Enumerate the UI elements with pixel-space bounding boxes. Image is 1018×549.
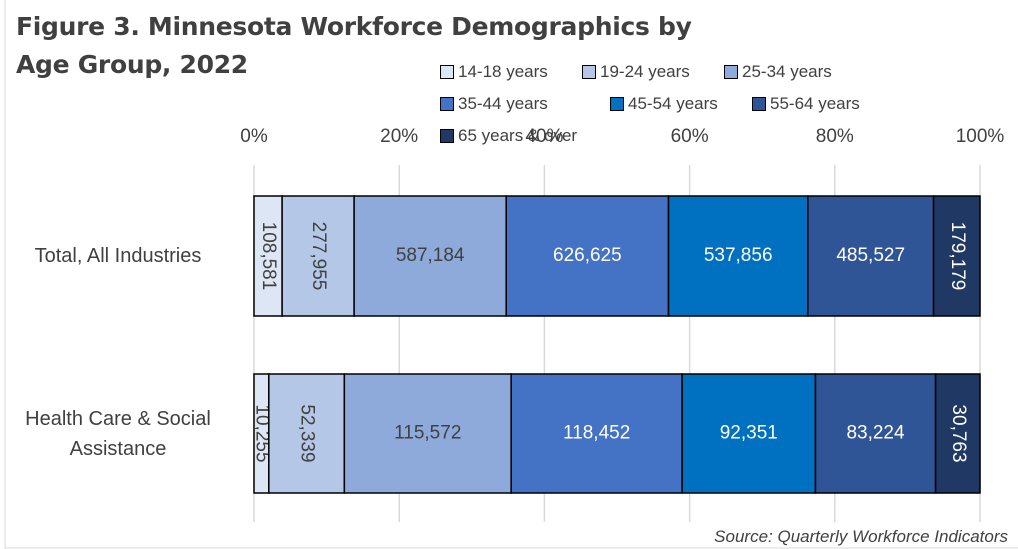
legend-label: 25-34 years (742, 62, 832, 81)
bar-segment (667, 195, 809, 317)
legend-swatch (440, 65, 454, 79)
data-label: 115,572 (394, 423, 461, 444)
bar-segment (807, 195, 935, 317)
legend-label: 35-44 years (458, 94, 548, 113)
data-label: 83,224 (846, 423, 905, 444)
bar-segment (681, 373, 817, 494)
bar-segment (510, 373, 683, 494)
x-tick-label: 20% (380, 126, 418, 147)
source: Source: Quarterly Workforce Indicators (714, 527, 1008, 546)
x-tick-label: 40% (525, 126, 563, 147)
legend-item: 19-24 years (582, 62, 724, 82)
legend-swatch (440, 97, 454, 111)
legend-swatch (752, 97, 766, 111)
chart-title: Figure 3. Minnesota Workforce Demographi… (16, 12, 692, 79)
bar-segment (505, 195, 670, 317)
data-label: 485,527 (836, 245, 905, 266)
legend-item: 55-64 years (752, 94, 894, 114)
y-tick-label: Health Care & Social Assistance (25, 407, 211, 460)
legend-item: 65 years & over (440, 126, 582, 146)
data-label: 587,184 (396, 245, 465, 266)
data-label: 179,179 (947, 222, 968, 291)
legend-item: 14-18 years (440, 62, 582, 82)
bar-segment (934, 373, 981, 494)
legend-item: 45-54 years (610, 94, 752, 114)
legend-swatch (610, 97, 624, 111)
data-label: 277,955 (308, 222, 329, 291)
x-tick-label: 100% (956, 126, 1005, 147)
data-label: 626,625 (553, 245, 622, 266)
legend-item: 35-44 years (440, 94, 610, 114)
bar-segment (814, 373, 937, 494)
bar-segment (281, 195, 355, 317)
frame (4, 0, 1018, 549)
data-label: 10,255 (251, 404, 272, 462)
legend-label: 55-64 years (770, 94, 860, 113)
legend-swatch (724, 65, 738, 79)
data-label: 108,581 (258, 222, 279, 291)
legend-swatch (440, 129, 454, 143)
data-label: 118,452 (563, 423, 630, 444)
legend-item: 25-34 years (724, 62, 866, 82)
bar-segment (932, 195, 981, 317)
data-label: 92,351 (720, 423, 778, 444)
bar-segment (353, 195, 507, 317)
legend-label: 45-54 years (628, 94, 718, 113)
legend-label: 14-18 years (458, 62, 548, 81)
legend-label: 19-24 years (600, 62, 690, 81)
y-tick-label: Total, All Industries (34, 245, 202, 267)
x-tick-label: 80% (816, 126, 854, 147)
data-label: 537,856 (704, 245, 773, 266)
legend: 14-18 years 19-24 years 25-34 years 35-44 y… (440, 62, 1010, 146)
bar-segment (268, 373, 346, 494)
data-label: 52,339 (297, 404, 318, 462)
data-label: 30,763 (948, 404, 969, 462)
legend-swatch (582, 65, 596, 79)
bar-segment (343, 373, 512, 494)
x-tick-label: 0% (240, 126, 268, 147)
legend-label: 65 years & over (458, 126, 578, 145)
x-tick-label: 60% (671, 126, 709, 147)
